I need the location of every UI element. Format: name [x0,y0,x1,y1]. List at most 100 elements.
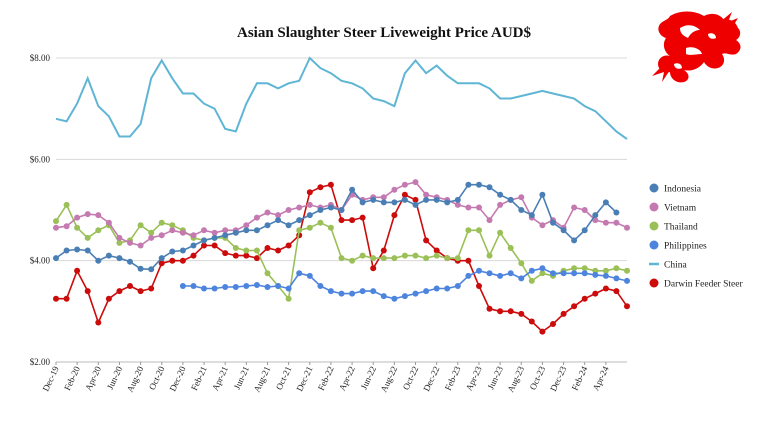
legend-label: China [664,261,687,271]
x-tick-label: Jun-22 [359,365,378,391]
data-point [433,252,440,259]
data-point [528,318,535,325]
data-point [380,247,387,254]
data-point [306,212,313,219]
data-point [401,181,408,188]
data-point [74,267,81,274]
legend-label: Philippines [664,242,707,252]
data-point [486,252,493,259]
data-point [74,246,81,253]
data-point [486,270,493,277]
data-point [433,285,440,292]
data-point [296,217,303,224]
data-point [179,257,186,264]
data-point [507,308,514,315]
data-point [423,191,430,198]
legend-label: Thailand [664,223,698,233]
data-point [412,196,419,203]
series-vietnam [53,179,630,249]
data-point [116,288,123,295]
data-point [380,199,387,206]
data-point [433,196,440,203]
data-point [465,181,472,188]
legend-marker [649,278,659,288]
data-point [327,204,334,211]
data-point [201,237,207,244]
series-line [55,181,628,247]
data-point [211,234,218,241]
x-tick-label: Oct-22 [401,365,421,392]
data-point [211,242,218,249]
data-point [454,196,461,203]
data-point [412,290,419,297]
data-point [95,212,102,219]
data-point [285,295,292,302]
data-point [275,212,282,219]
series-indonesia [53,181,620,273]
data-point [105,252,112,259]
data-point [95,227,102,234]
x-tick-label: Aug-23 [505,364,526,394]
data-point [465,272,472,279]
legend-marker [649,221,659,231]
data-point [380,194,387,201]
data-point [412,252,419,259]
data-point [285,207,292,213]
series-philippines [179,265,630,302]
data-point [285,242,292,249]
data-point [74,224,81,231]
data-point [296,227,303,234]
x-tick-label: Aug-21 [252,365,273,394]
data-point [518,260,525,267]
data-point [317,207,324,213]
data-point [243,252,250,259]
data-point [454,255,461,262]
data-point [465,204,472,211]
data-point [592,271,599,278]
data-point [401,293,408,300]
data-point [296,204,303,211]
data-point [317,219,324,226]
data-point [370,255,377,262]
data-point [127,283,133,289]
data-point [602,199,609,206]
data-point [602,285,609,292]
data-point [63,223,70,230]
data-point [116,255,123,262]
data-point [592,290,599,297]
data-point [137,265,144,272]
data-point [190,232,197,239]
data-point [550,270,556,277]
data-point [444,255,451,262]
data-point [243,283,250,289]
data-point [444,199,451,206]
data-point [539,222,546,229]
x-tick-label: Jun-23 [486,364,506,391]
data-point [327,224,334,231]
data-point [95,319,102,326]
data-point [571,265,578,272]
data-point [349,217,356,224]
data-point [169,257,176,264]
data-point [201,285,207,292]
data-point [613,209,620,216]
data-point [518,310,525,317]
x-tick-label: Feb-23 [443,364,463,392]
data-point [201,242,207,249]
data-point [592,267,599,274]
data-point [380,255,387,262]
data-point [116,234,123,241]
x-tick-label: Apr-20 [83,364,103,392]
data-point [63,201,70,208]
series-line [55,56,628,140]
x-tick-label: Dec-19 [41,364,61,393]
data-point [243,247,250,254]
data-point [84,234,91,241]
data-point [370,196,377,203]
data-point [53,295,59,302]
data-point [179,229,186,236]
data-point [571,303,578,310]
data-point [391,199,398,206]
data-point [476,181,482,188]
